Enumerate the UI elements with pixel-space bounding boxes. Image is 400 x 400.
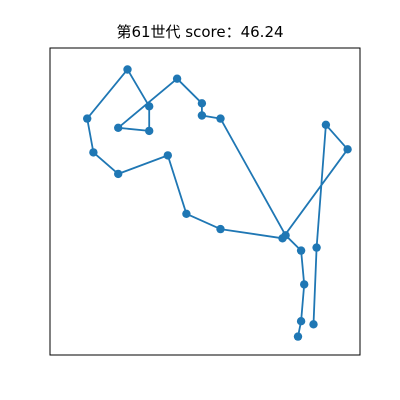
data-point — [216, 114, 225, 123]
data-point — [216, 224, 225, 234]
data-point — [83, 114, 92, 123]
data-point — [123, 65, 132, 74]
data-point — [197, 99, 207, 108]
data-point — [312, 243, 321, 252]
data-point — [281, 231, 290, 240]
data-point — [300, 280, 309, 289]
data-point — [182, 209, 191, 218]
data-point — [145, 126, 154, 136]
data-point — [114, 123, 123, 132]
data-point — [89, 148, 98, 157]
data-point — [197, 111, 207, 120]
data-point — [309, 320, 318, 329]
data-point — [145, 102, 154, 111]
data-point — [293, 332, 303, 341]
data-point — [114, 169, 123, 179]
data-point — [343, 145, 352, 154]
data-point — [296, 246, 306, 255]
data-point — [163, 151, 172, 160]
series-layer — [83, 65, 352, 341]
data-point — [321, 120, 331, 129]
data-point — [172, 74, 182, 83]
data-point — [296, 317, 306, 326]
chart-title: 第61世代 score：46.24 — [116, 23, 284, 41]
